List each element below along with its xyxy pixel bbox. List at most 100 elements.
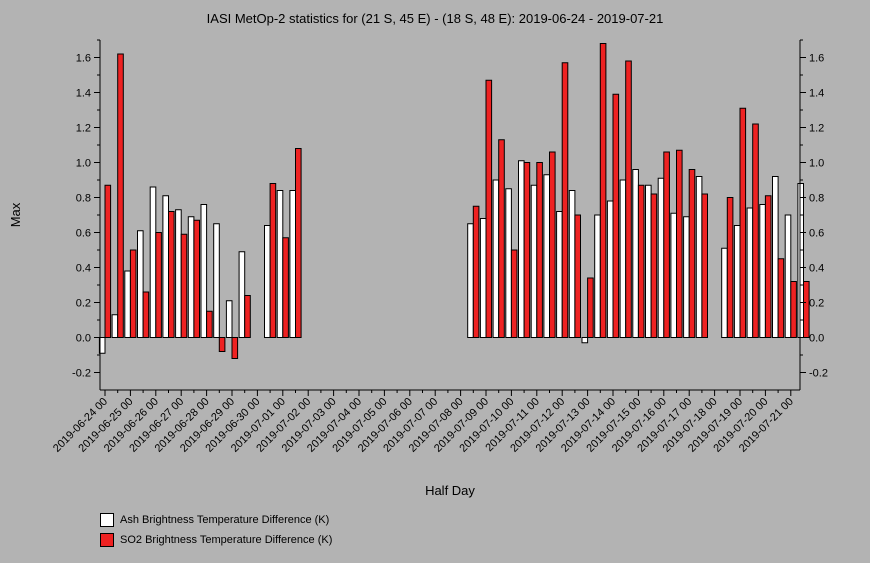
bar-so2 bbox=[599, 43, 607, 338]
bar-ash bbox=[492, 179, 500, 338]
y-tick-label-right: 0.4 bbox=[809, 263, 824, 275]
bar-ash bbox=[733, 225, 741, 338]
bar-so2 bbox=[485, 79, 493, 338]
bar-so2 bbox=[676, 149, 683, 338]
y-tick-label-left: 1.0 bbox=[76, 158, 91, 170]
bar-so2 bbox=[168, 211, 175, 338]
bar-ash bbox=[276, 190, 284, 338]
bar-so2 bbox=[764, 195, 772, 338]
chart-title: IASI MetOp-2 statistics for (21 S, 45 E)… bbox=[207, 11, 664, 26]
bar-so2 bbox=[231, 337, 239, 359]
y-tick-label-right: 1.2 bbox=[809, 123, 824, 135]
bar-ash bbox=[98, 337, 106, 354]
bar-ash bbox=[759, 204, 766, 338]
y-tick-label-left: 1.2 bbox=[76, 123, 91, 135]
bar-ash bbox=[581, 337, 589, 344]
bar-ash bbox=[683, 216, 690, 338]
bar-ash bbox=[149, 186, 157, 338]
bar-so2 bbox=[129, 249, 137, 338]
bar-so2 bbox=[498, 139, 505, 338]
y-tick-label-left: 0.4 bbox=[76, 263, 91, 275]
bar-so2 bbox=[726, 197, 734, 338]
bar-so2 bbox=[510, 249, 518, 338]
bar-ash bbox=[632, 169, 639, 338]
bar-ash bbox=[721, 247, 728, 338]
bar-ash bbox=[645, 184, 652, 338]
bar-so2 bbox=[612, 93, 620, 338]
bar-ash bbox=[505, 188, 512, 338]
y-tick-label-right: 0.0 bbox=[809, 333, 824, 345]
y-axis-label: Max bbox=[8, 202, 23, 227]
bar-ash bbox=[530, 184, 538, 338]
bar-ash bbox=[568, 190, 576, 338]
bar-so2 bbox=[206, 310, 213, 338]
bar-so2 bbox=[523, 162, 531, 338]
y-tick-label-left: 1.4 bbox=[76, 88, 91, 100]
bar-ash bbox=[746, 207, 754, 338]
bar-ash bbox=[797, 183, 805, 338]
bar-so2 bbox=[752, 123, 759, 338]
bar-so2 bbox=[574, 214, 582, 338]
bar-ash bbox=[200, 204, 208, 338]
bar-so2 bbox=[663, 151, 670, 338]
y-tick-label-left: 0.8 bbox=[76, 193, 91, 205]
bar-ash bbox=[479, 218, 487, 338]
bar-ash bbox=[518, 160, 525, 338]
bar-ash bbox=[784, 214, 792, 338]
bar-so2 bbox=[104, 184, 112, 338]
x-axis-label: Half Day bbox=[425, 483, 475, 498]
bar-so2 bbox=[701, 193, 709, 338]
y-tick-label-left: -0.2 bbox=[72, 368, 91, 380]
bar-so2 bbox=[650, 193, 658, 338]
y-tick-label-right: 0.6 bbox=[809, 228, 824, 240]
bar-so2 bbox=[180, 233, 188, 338]
bar-so2 bbox=[803, 281, 810, 338]
bar-so2 bbox=[282, 237, 289, 338]
bar-so2 bbox=[218, 337, 226, 352]
bar-so2 bbox=[193, 219, 200, 338]
bar-ash bbox=[467, 223, 474, 338]
bar-ash bbox=[264, 225, 271, 338]
legend-item-so2: SO2 Brightness Temperature Difference (K… bbox=[100, 533, 332, 547]
y-tick-label-right: 0.8 bbox=[809, 193, 824, 205]
bar-so2 bbox=[142, 291, 150, 338]
bar-ash bbox=[238, 251, 246, 338]
bar-so2 bbox=[536, 162, 543, 338]
y-tick-label-right: 0.2 bbox=[809, 298, 824, 310]
bar-ash bbox=[225, 300, 233, 338]
bar-ash bbox=[289, 190, 296, 338]
legend-swatch-ash bbox=[100, 513, 114, 527]
bar-ash bbox=[162, 195, 169, 338]
y-tick-label-right: -0.2 bbox=[809, 368, 828, 380]
y-tick-label-left: 1.6 bbox=[76, 53, 91, 65]
bar-so2 bbox=[777, 258, 785, 338]
legend-label-ash: Ash Brightness Temperature Difference (K… bbox=[120, 514, 330, 526]
bar-ash bbox=[213, 223, 220, 338]
bar-so2 bbox=[688, 169, 696, 338]
bar-ash bbox=[619, 179, 627, 338]
legend-item-ash: Ash Brightness Temperature Difference (K… bbox=[100, 513, 329, 527]
bar-so2 bbox=[549, 151, 556, 338]
bar-ash bbox=[606, 200, 614, 338]
y-tick-label-right: 1.6 bbox=[809, 53, 824, 65]
bar-ash bbox=[124, 270, 131, 338]
bar-so2 bbox=[269, 183, 277, 338]
legend-swatch-so2 bbox=[100, 533, 114, 547]
legend-label-so2: SO2 Brightness Temperature Difference (K… bbox=[120, 534, 333, 546]
bar-ash bbox=[187, 216, 195, 338]
bar-group bbox=[98, 43, 810, 359]
bar-so2 bbox=[637, 184, 645, 338]
bar-ash bbox=[670, 212, 678, 338]
y-tick-label-left: 0.6 bbox=[76, 228, 91, 240]
bar-so2 bbox=[295, 148, 302, 338]
bar-ash bbox=[137, 230, 144, 338]
bar-ash bbox=[556, 211, 563, 338]
bar-so2 bbox=[117, 53, 124, 338]
bar-ash bbox=[543, 174, 551, 338]
bar-ash bbox=[772, 176, 779, 338]
bar-so2 bbox=[244, 295, 251, 338]
bar-so2 bbox=[472, 205, 480, 338]
bar-ash bbox=[695, 176, 703, 338]
bar-so2 bbox=[739, 107, 747, 338]
